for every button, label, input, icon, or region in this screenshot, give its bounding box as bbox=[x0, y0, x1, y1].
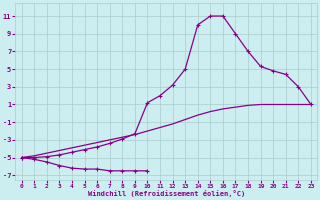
X-axis label: Windchill (Refroidissement éolien,°C): Windchill (Refroidissement éolien,°C) bbox=[88, 190, 245, 197]
